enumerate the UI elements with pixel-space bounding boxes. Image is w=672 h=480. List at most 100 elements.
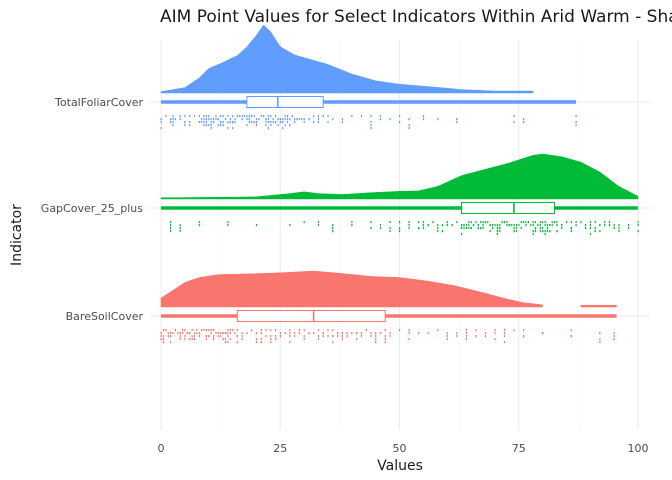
rain-point	[260, 115, 262, 118]
rain-point	[346, 332, 348, 335]
rain-point	[480, 221, 482, 224]
rain-point	[356, 332, 358, 335]
rain-point	[213, 118, 215, 121]
rain-point	[461, 224, 463, 227]
rain-point	[341, 332, 343, 335]
rain-point	[480, 227, 482, 230]
rain-point	[427, 224, 429, 227]
rain-point	[492, 227, 494, 230]
rain-point	[542, 227, 544, 230]
rain-point	[542, 230, 544, 233]
rain-point	[356, 338, 358, 341]
rain-point	[468, 224, 470, 227]
rain-point	[370, 227, 372, 230]
rain-point	[468, 227, 470, 230]
rain-point	[162, 338, 165, 341]
rain-point	[229, 329, 231, 332]
rain-point	[523, 121, 525, 124]
rain-point	[182, 329, 184, 332]
rain-point	[532, 233, 534, 236]
rain-point	[220, 335, 222, 338]
rain-point	[241, 332, 243, 335]
rain-point	[585, 224, 587, 227]
rain-point	[379, 118, 382, 121]
rain-point	[179, 230, 181, 233]
series-GapCover_25_plus	[160, 153, 639, 236]
rain-point	[456, 335, 458, 338]
rain-point	[282, 127, 284, 130]
rain-point	[360, 115, 362, 118]
rain-point	[229, 118, 231, 121]
rain-point	[303, 335, 305, 338]
rain-point	[549, 224, 551, 227]
rain-point	[265, 124, 267, 127]
rain-point	[255, 124, 258, 127]
rain-point	[327, 335, 329, 338]
rain-point	[208, 335, 210, 338]
rain-point	[205, 115, 207, 118]
rain-point	[317, 115, 320, 118]
rain-point	[422, 224, 425, 227]
rain-point	[589, 224, 591, 227]
rain-point	[317, 118, 320, 121]
rain-point	[232, 115, 234, 118]
rain-point	[170, 341, 172, 344]
rain-point	[503, 221, 506, 224]
rain-point	[205, 338, 207, 341]
rain-point	[370, 127, 372, 130]
rain-point	[589, 221, 591, 224]
rain-point	[418, 221, 420, 224]
rain-point	[246, 115, 248, 118]
rain-point	[172, 121, 174, 124]
rain-point	[244, 115, 246, 118]
rain-point	[232, 121, 234, 124]
rain-point	[303, 118, 305, 121]
rain-point	[508, 224, 510, 227]
rain-point	[260, 332, 262, 335]
rain-point	[465, 224, 467, 227]
rain-point	[341, 338, 343, 341]
rain-point	[279, 118, 281, 121]
rain-point	[515, 224, 518, 227]
rain-point	[196, 332, 198, 335]
rain-point	[227, 121, 229, 124]
rain-point	[301, 118, 303, 121]
rain-point	[215, 332, 217, 335]
rain-point	[184, 124, 186, 127]
rain-point	[222, 124, 224, 127]
rain-point	[198, 332, 200, 335]
rain-point	[608, 224, 611, 227]
rain-point	[282, 118, 284, 121]
rain-point	[446, 338, 448, 341]
rain-point	[215, 118, 217, 121]
rain-point	[613, 224, 615, 227]
rain-point	[246, 332, 248, 335]
rain-point	[487, 221, 489, 224]
rain-point	[332, 224, 334, 227]
rain-point	[332, 341, 334, 344]
rain-point	[227, 224, 229, 227]
rain-point	[313, 121, 315, 124]
rain-point	[170, 221, 172, 224]
rain-point	[503, 341, 506, 344]
rain-point	[275, 338, 277, 341]
rain-point	[160, 335, 162, 338]
rain-point	[384, 338, 386, 341]
rain-point	[201, 329, 203, 332]
rain-point	[437, 118, 439, 121]
rain-point	[422, 227, 425, 230]
rain-point	[179, 227, 181, 230]
rain-point	[172, 124, 174, 127]
rain-point	[182, 332, 184, 335]
rain-point	[618, 227, 620, 230]
rain-point	[205, 121, 207, 124]
rain-point	[566, 221, 568, 224]
series-TotalFoliarCover	[160, 24, 577, 130]
rain-point	[360, 332, 362, 335]
rain-point	[255, 338, 258, 341]
rain-point	[270, 121, 272, 124]
rain-point	[241, 118, 243, 121]
rain-point	[501, 221, 503, 224]
rain-point	[465, 227, 467, 230]
rain-point	[468, 221, 470, 224]
